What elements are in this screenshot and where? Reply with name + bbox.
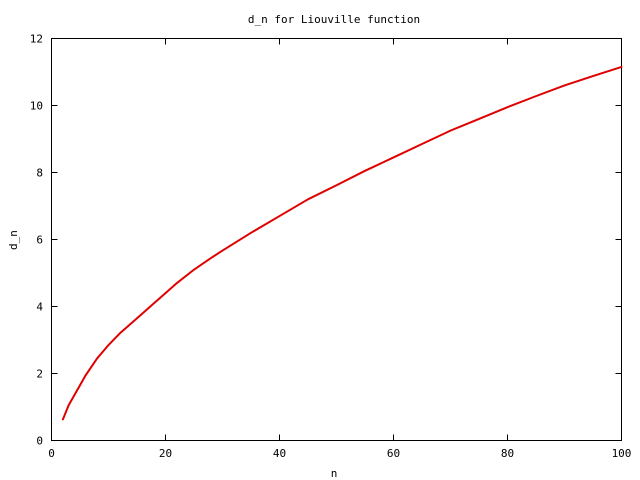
x-axis-label: n [331,467,338,480]
x-axis: 0 20 40 60 80 100 [48,38,632,460]
x-tick-label: 60 [387,447,400,460]
plot-frame [51,38,622,441]
y-tick-label: 0 [36,435,43,448]
y-tick-label: 6 [36,234,43,247]
x-tick-label: 80 [501,447,514,460]
x-tick-label: 20 [159,447,172,460]
y-tick-label: 2 [36,368,43,381]
y-axis: 0 2 4 6 8 10 12 [30,33,622,448]
y-tick-label: 8 [36,167,43,180]
chart-title: d_n for Liouville function [248,13,420,26]
x-tick-label: 40 [273,447,286,460]
y-axis-label: d_n [7,230,20,250]
y-tick-label: 10 [30,100,43,113]
x-tick-label: 0 [48,447,55,460]
y-tick-label: 12 [30,33,43,46]
x-tick-label: 100 [612,447,632,460]
y-tick-label: 4 [36,301,43,314]
series-line [61,65,623,421]
series-layer [61,65,623,421]
